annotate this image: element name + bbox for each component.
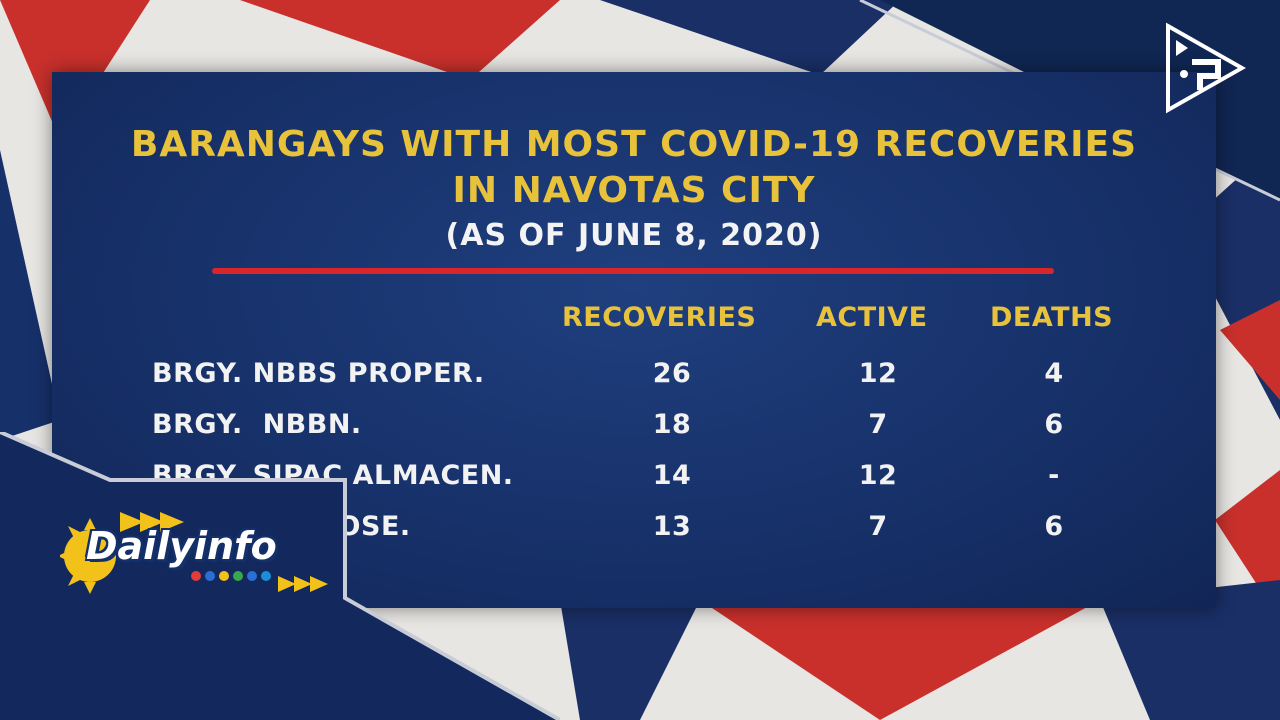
board-subtitle: (AS OF JUNE 8, 2020)	[445, 218, 823, 253]
sun-burst-icon	[60, 512, 328, 594]
deaths-value: 6	[1044, 511, 1064, 542]
recoveries-value: 13	[652, 511, 692, 542]
deaths-value: -	[1048, 460, 1060, 491]
active-value: 7	[868, 511, 888, 542]
active-value: 7	[868, 409, 888, 440]
deaths-value: 4	[1044, 358, 1064, 389]
dailyinfo-logo: Dailyinfo	[60, 512, 330, 602]
recoveries-value: 14	[652, 460, 692, 491]
lower-left-overlay	[0, 432, 560, 720]
ptv-logo-icon	[1166, 22, 1246, 114]
table-row: BRGY. NBBS PROPER. 26 12 4	[52, 358, 1216, 408]
barangay-name: BRGY. NBBN.	[152, 409, 362, 440]
column-header-recoveries: RECOVERIES	[562, 302, 757, 333]
covid-recoveries-board: BARANGAYS WITH MOST COVID-19 RECOVERIES …	[52, 72, 1216, 608]
board-title-line1: BARANGAYS WITH MOST COVID-19 RECOVERIES	[130, 124, 1138, 165]
brand-text: Dailyinfo	[86, 524, 277, 568]
deaths-value: 6	[1044, 409, 1064, 440]
title-divider	[212, 268, 1054, 274]
active-value: 12	[858, 460, 898, 491]
column-header-active: ACTIVE	[816, 302, 928, 333]
barangay-name: BRGY. NBBS PROPER.	[152, 358, 485, 389]
column-header-deaths: DEATHS	[990, 302, 1114, 333]
board-title-line2: IN NAVOTAS CITY	[452, 170, 816, 211]
recoveries-value: 18	[652, 409, 692, 440]
active-value: 12	[858, 358, 898, 389]
table-row: BRGY. NBBN. 18 7 6	[52, 409, 1216, 459]
recoveries-value: 26	[652, 358, 692, 389]
